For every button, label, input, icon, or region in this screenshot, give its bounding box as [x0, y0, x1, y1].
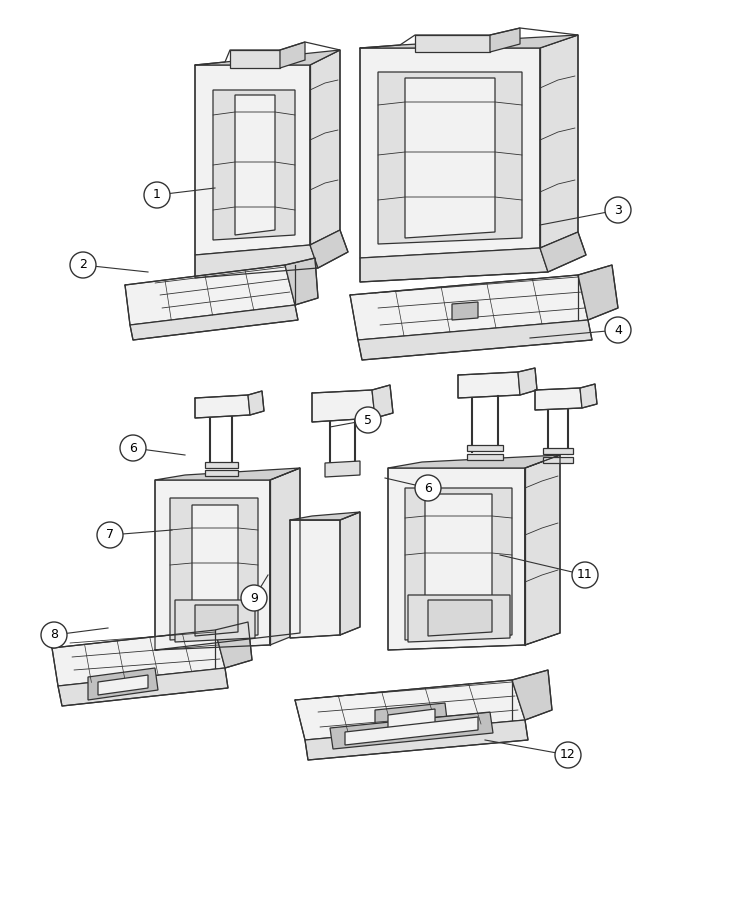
Polygon shape	[195, 245, 318, 278]
Polygon shape	[340, 512, 360, 635]
Polygon shape	[195, 50, 340, 65]
Polygon shape	[270, 468, 300, 645]
Polygon shape	[235, 95, 275, 235]
Polygon shape	[428, 600, 492, 636]
Polygon shape	[388, 709, 435, 731]
Polygon shape	[372, 385, 393, 418]
Circle shape	[97, 522, 123, 548]
Polygon shape	[312, 390, 375, 422]
Polygon shape	[388, 455, 560, 468]
Polygon shape	[213, 90, 295, 240]
Text: 11: 11	[577, 569, 593, 581]
Polygon shape	[285, 258, 318, 305]
Circle shape	[70, 252, 96, 278]
Polygon shape	[325, 461, 360, 477]
Text: 12: 12	[560, 749, 576, 761]
Polygon shape	[378, 72, 522, 244]
Circle shape	[120, 435, 146, 461]
Polygon shape	[467, 454, 503, 460]
Polygon shape	[467, 445, 503, 451]
Polygon shape	[425, 494, 492, 634]
Circle shape	[572, 562, 598, 588]
Polygon shape	[580, 384, 597, 408]
Polygon shape	[543, 457, 573, 463]
Polygon shape	[388, 468, 525, 650]
Polygon shape	[192, 505, 238, 635]
Polygon shape	[405, 78, 495, 238]
Polygon shape	[195, 65, 310, 255]
Polygon shape	[230, 50, 280, 68]
Text: 2: 2	[79, 258, 87, 272]
Text: 6: 6	[129, 442, 137, 454]
Text: 7: 7	[106, 528, 114, 542]
Circle shape	[41, 622, 67, 648]
Polygon shape	[195, 395, 250, 418]
Polygon shape	[535, 388, 582, 410]
Polygon shape	[195, 605, 238, 636]
Polygon shape	[360, 48, 540, 258]
Text: 6: 6	[424, 482, 432, 494]
Polygon shape	[155, 468, 300, 480]
Polygon shape	[58, 668, 228, 706]
Polygon shape	[350, 275, 588, 340]
Polygon shape	[375, 703, 448, 735]
Polygon shape	[512, 670, 552, 720]
Polygon shape	[458, 372, 520, 398]
Polygon shape	[310, 50, 340, 245]
Circle shape	[605, 317, 631, 343]
Polygon shape	[290, 520, 340, 638]
Polygon shape	[52, 630, 225, 686]
Polygon shape	[310, 230, 348, 268]
Polygon shape	[280, 42, 305, 68]
Polygon shape	[330, 712, 493, 749]
Polygon shape	[405, 488, 512, 640]
Polygon shape	[215, 622, 252, 668]
Polygon shape	[408, 595, 510, 642]
Polygon shape	[578, 265, 618, 320]
Circle shape	[144, 182, 170, 208]
Circle shape	[355, 407, 381, 433]
Polygon shape	[490, 28, 520, 52]
Polygon shape	[205, 470, 238, 476]
Circle shape	[241, 585, 267, 611]
Polygon shape	[543, 448, 573, 454]
Polygon shape	[290, 512, 360, 520]
Polygon shape	[305, 720, 528, 760]
Polygon shape	[130, 305, 298, 340]
Polygon shape	[415, 35, 490, 52]
Polygon shape	[345, 717, 478, 745]
Polygon shape	[518, 368, 537, 395]
Text: 8: 8	[50, 628, 58, 642]
Polygon shape	[125, 265, 295, 325]
Polygon shape	[358, 320, 592, 360]
Polygon shape	[175, 600, 255, 642]
Polygon shape	[360, 248, 548, 282]
Polygon shape	[248, 391, 264, 415]
Text: 4: 4	[614, 323, 622, 337]
Polygon shape	[525, 455, 560, 645]
Polygon shape	[540, 232, 586, 272]
Polygon shape	[540, 35, 578, 248]
Polygon shape	[170, 498, 258, 640]
Polygon shape	[360, 35, 578, 48]
Circle shape	[415, 475, 441, 501]
Polygon shape	[88, 668, 158, 700]
Polygon shape	[295, 680, 525, 740]
Polygon shape	[205, 462, 238, 468]
Circle shape	[555, 742, 581, 768]
Text: 3: 3	[614, 203, 622, 217]
Text: 5: 5	[364, 413, 372, 427]
Polygon shape	[452, 302, 478, 320]
Polygon shape	[155, 480, 270, 650]
Text: 1: 1	[153, 188, 161, 202]
Circle shape	[605, 197, 631, 223]
Polygon shape	[98, 675, 148, 695]
Text: 9: 9	[250, 591, 258, 605]
